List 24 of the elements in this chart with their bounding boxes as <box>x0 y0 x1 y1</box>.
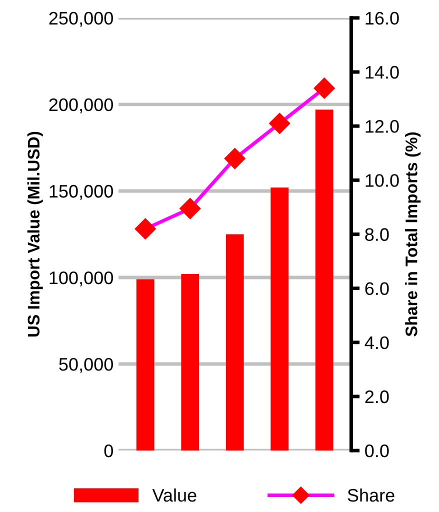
y2-tick-label: 0.0 <box>365 444 389 458</box>
y-axis-title: US Import Value (Mil.USD) <box>27 132 43 336</box>
bar <box>181 274 200 451</box>
y-tick-label: 250,000 <box>49 12 113 27</box>
y2-tick-label: 14.0 <box>366 66 399 79</box>
y2-tick-label: 4.0 <box>364 336 389 350</box>
bar <box>315 110 334 451</box>
y-tick-label: 200,000 <box>49 98 113 114</box>
bar <box>226 234 244 451</box>
legend-label: Value <box>152 488 196 502</box>
bar <box>270 188 289 451</box>
y2-tick-label: 16.0 <box>366 12 399 25</box>
bar <box>136 279 154 451</box>
y2-axis-title: Share in Total Imports (%) <box>405 132 421 336</box>
y2-tick-label: 10.0 <box>366 174 399 187</box>
y2-tick-label: 2.0 <box>365 390 389 404</box>
y-tick-label: 50,000 <box>59 358 113 373</box>
y2-tick-label: 12.0 <box>366 120 399 133</box>
y-tick-label: 0 <box>104 444 113 458</box>
y-tick-label: 150,000 <box>50 184 113 200</box>
legend-label: Share <box>348 488 394 502</box>
y2-tick-label: 6.0 <box>365 282 389 296</box>
y-tick-label: 100,000 <box>50 271 113 286</box>
y2-tick-label: 8.0 <box>365 228 389 241</box>
